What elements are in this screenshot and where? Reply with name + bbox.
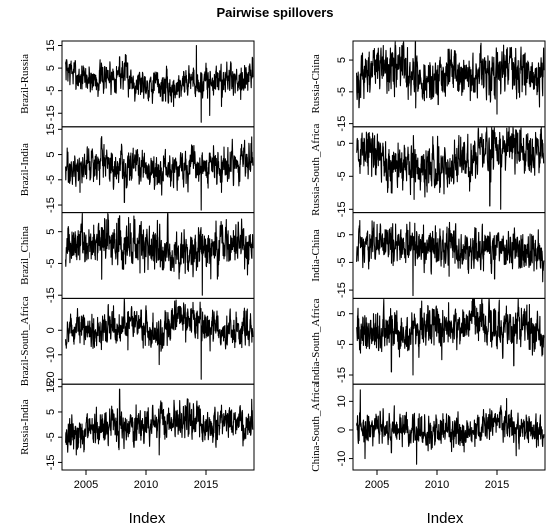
x-tick-label: 2005 xyxy=(74,479,98,491)
x-tick-label: 2005 xyxy=(365,479,389,491)
series-line xyxy=(65,298,254,380)
y-tick-label: 15 xyxy=(45,381,57,393)
panel-china-south-africa: 10 0 -10 China-South_Africa 2005 2010 2015 xyxy=(310,382,546,491)
y-tick-label: -15 xyxy=(45,454,57,470)
panel-label: India-China xyxy=(310,229,322,282)
y-tick-label: -15 xyxy=(45,105,57,121)
panel-india-china: 5 -5 -15 India-China xyxy=(310,212,546,299)
panel-brazil-south-africa: 0 -10 -20 Brazil-South_Africa xyxy=(19,296,255,387)
y-tick-label: -15 xyxy=(336,282,348,298)
series-line xyxy=(65,44,254,123)
series-line xyxy=(65,388,254,456)
y-tick-label: -5 xyxy=(45,175,57,185)
y-tick-label: 5 xyxy=(336,57,348,63)
x-tick-label: 2015 xyxy=(485,479,509,491)
panel-label: Brazil-India xyxy=(19,143,31,196)
series-line xyxy=(356,219,545,297)
y-tick-label: 5 xyxy=(336,140,348,146)
y-tick-label: 15 xyxy=(45,123,57,135)
y-tick-label: -5 xyxy=(45,432,57,442)
y-tick-label: 5 xyxy=(45,65,57,71)
panel-brazil-russia: 15 5 -5 -15 Brazil-Russia xyxy=(19,39,255,128)
y-tick-label: -15 xyxy=(336,116,348,132)
x-axis-label-left: Index xyxy=(129,510,166,527)
y-tick-label: -5 xyxy=(45,86,57,96)
panel-india-south-africa: 5 -5 -15 India-South_Africa xyxy=(310,297,546,385)
y-tick-label: 5 xyxy=(336,232,348,238)
panel-label: Russia-South_Africa xyxy=(310,123,322,215)
chart-title: Pairwise spillovers xyxy=(216,5,333,20)
panel-frame xyxy=(352,383,546,471)
panel-label: Russia-India xyxy=(19,399,31,455)
y-tick-label: -20 xyxy=(45,371,57,387)
y-tick-label: -5 xyxy=(336,171,348,181)
series-line xyxy=(356,41,545,115)
series-line xyxy=(65,213,254,296)
y-tick-label: -5 xyxy=(336,339,348,349)
y-tick-label: -10 xyxy=(336,451,348,467)
y-tick-label: 10 xyxy=(336,395,348,407)
y-tick-label: -15 xyxy=(336,367,348,383)
panel-label: Russia-China xyxy=(310,54,322,113)
y-tick-label: -5 xyxy=(45,259,57,269)
series-line xyxy=(356,389,545,465)
panel-label: Brazil_China xyxy=(19,226,31,285)
y-tick-label: 0 xyxy=(336,427,348,433)
y-tick-label: -5 xyxy=(336,258,348,268)
series-line xyxy=(356,127,545,210)
panel-russia-india: 15 5 -5 -15 Russia-India 2005 2010 2015 xyxy=(19,381,255,491)
y-tick-label: 15 xyxy=(45,39,57,51)
y-tick-label: 5 xyxy=(45,409,57,415)
panel-label: China-South_Africa xyxy=(310,382,322,471)
y-tick-label: -15 xyxy=(336,201,348,217)
x-tick-label: 2010 xyxy=(134,479,158,491)
panel-brazil-india: 15 5 -5 -15 Brazil-India xyxy=(19,123,255,214)
panel-russia-south-africa: 5 -5 -15 Russia-South_Africa xyxy=(310,123,546,217)
x-tick-label: 2010 xyxy=(425,479,449,491)
x-tick-label: 2015 xyxy=(194,479,218,491)
y-tick-label: 5 xyxy=(336,311,348,317)
y-tick-label: -15 xyxy=(45,287,57,303)
panel-label: Brazil-Russia xyxy=(19,54,31,114)
y-tick-label: 5 xyxy=(45,151,57,157)
y-tick-label: -15 xyxy=(45,197,57,213)
panel-label: India-South_Africa xyxy=(310,298,322,384)
series-line xyxy=(65,136,254,211)
panel-brazil-china: 5 -5 -15 Brazil_China xyxy=(19,212,255,303)
series-line xyxy=(356,298,545,376)
panel-frame xyxy=(61,383,255,471)
y-tick-label: -5 xyxy=(336,87,348,97)
panel-label: Brazil-South_Africa xyxy=(19,296,31,386)
panel-russia-china: 5 -5 -15 Russia-China xyxy=(310,40,546,132)
y-tick-label: 0 xyxy=(45,327,57,333)
y-tick-label: -10 xyxy=(45,347,57,363)
x-axis-label-right: Index xyxy=(427,510,464,527)
y-tick-label: 5 xyxy=(45,229,57,235)
